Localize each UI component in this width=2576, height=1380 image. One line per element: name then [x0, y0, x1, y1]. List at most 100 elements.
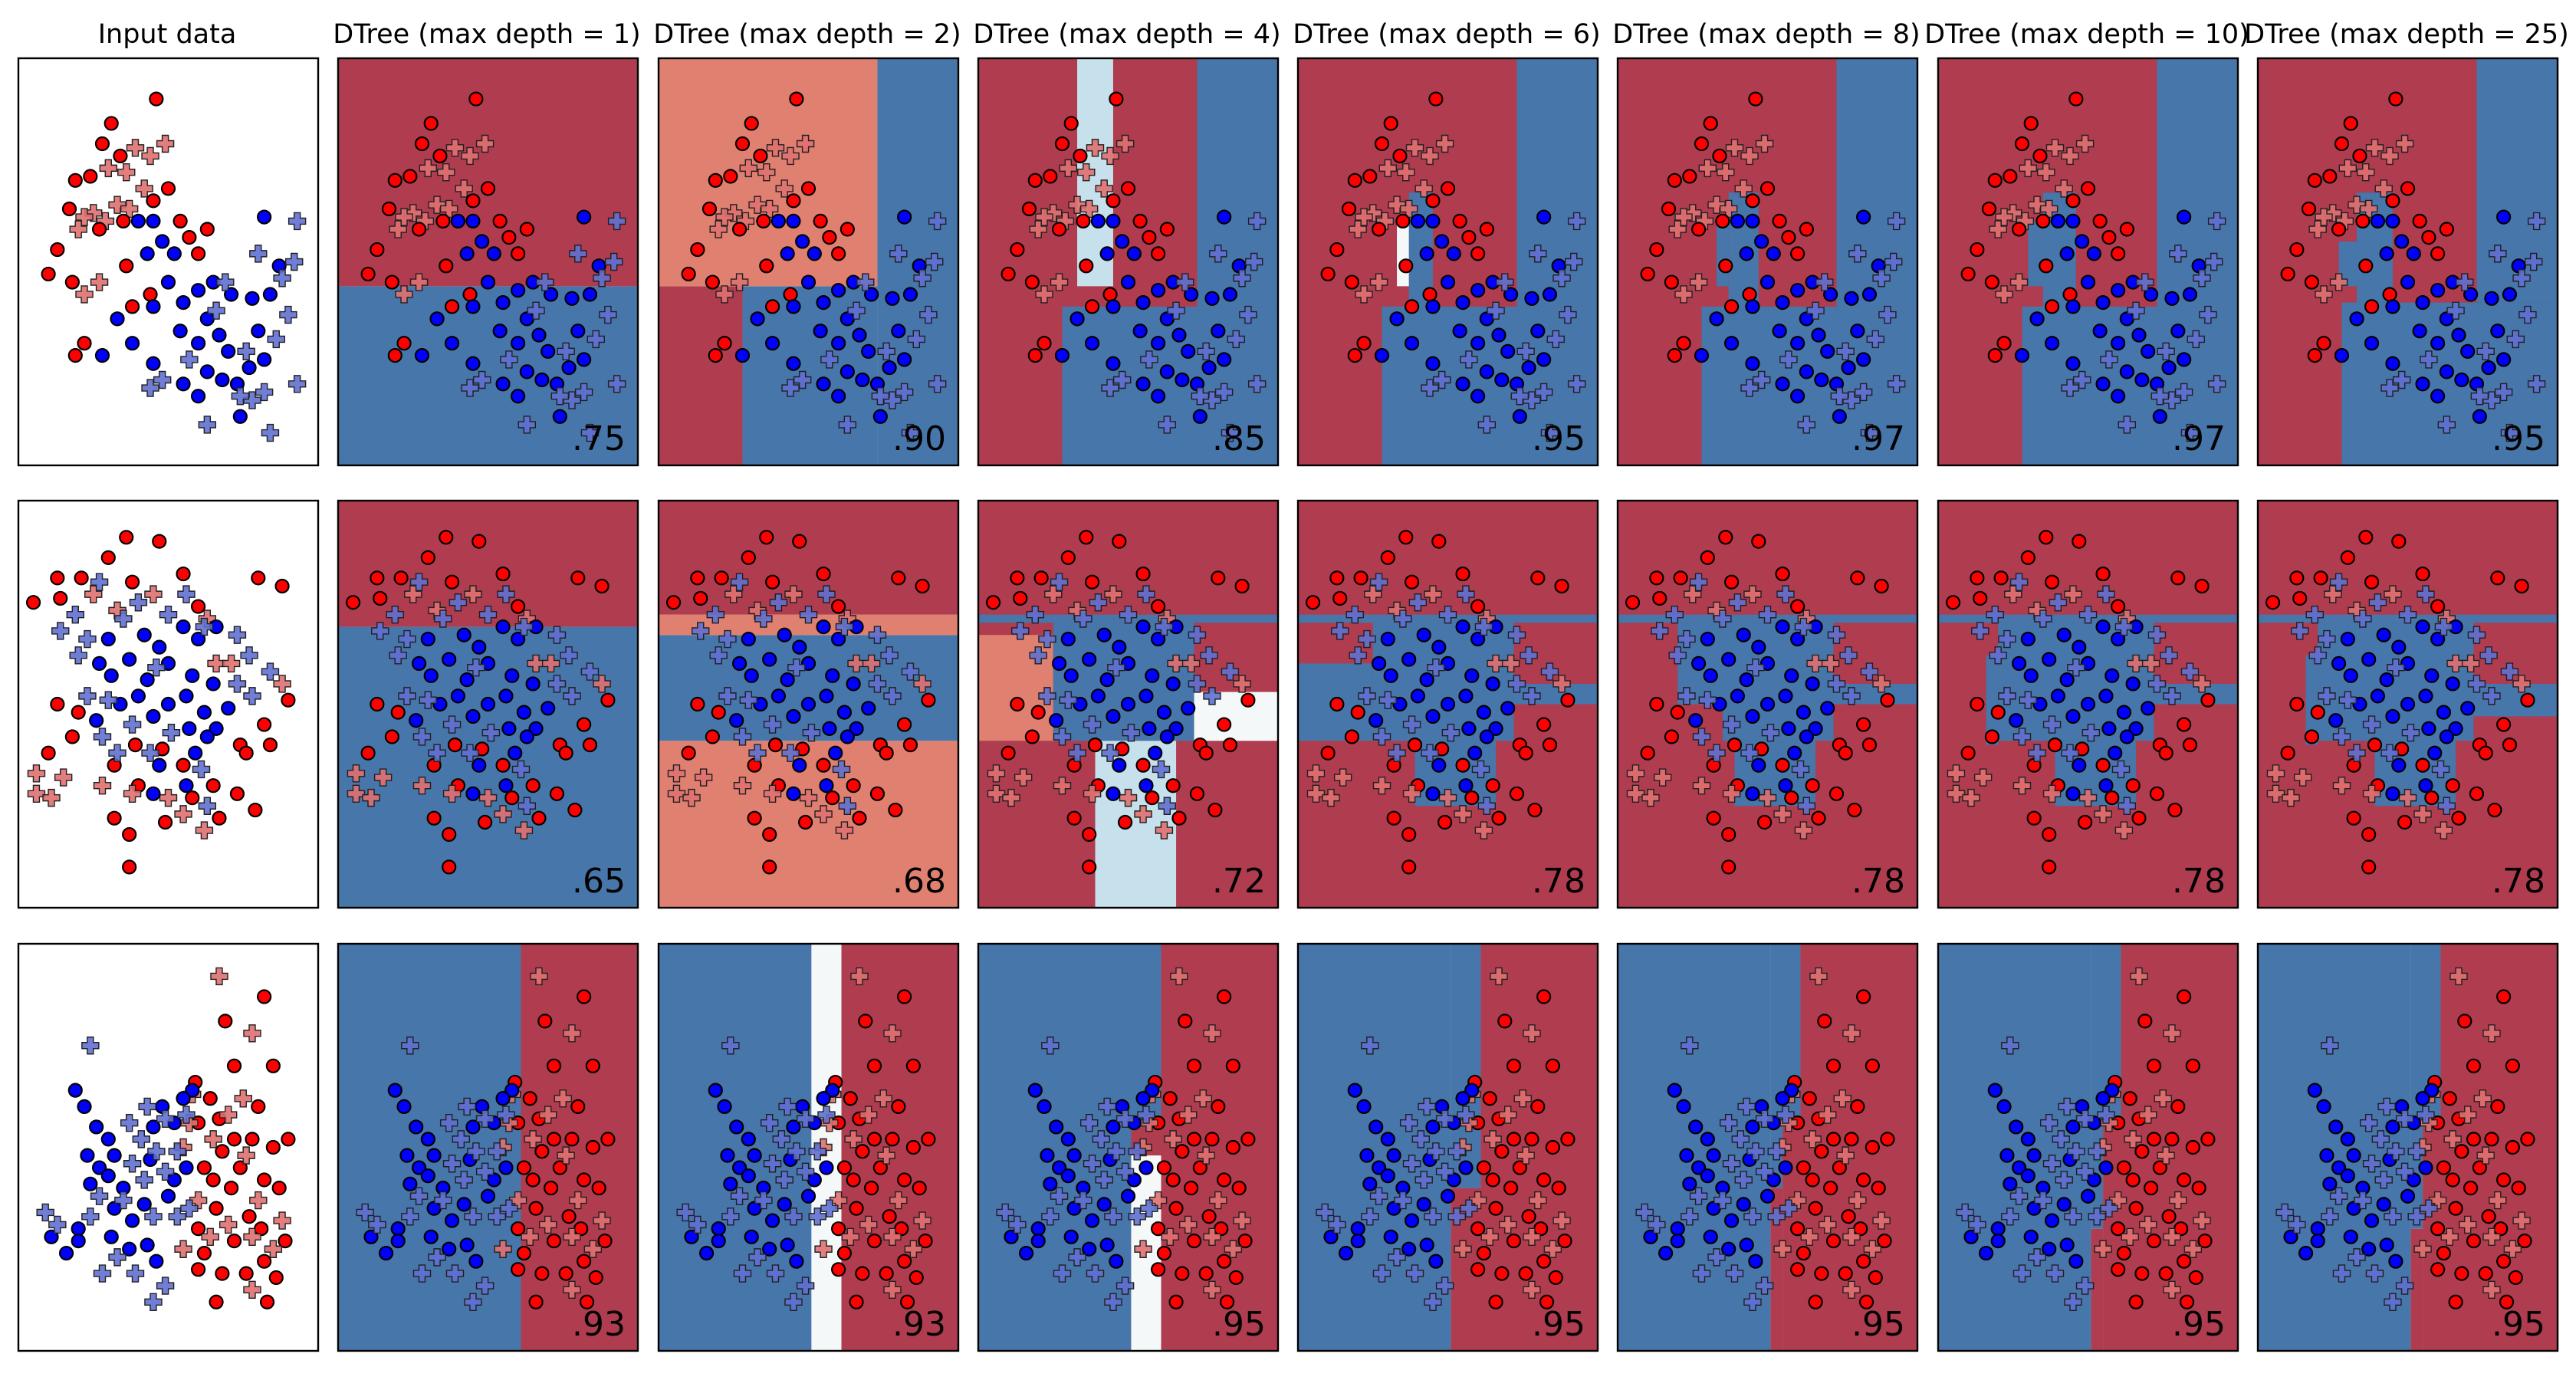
accuracy-score: .68: [892, 862, 946, 901]
test-point-blue: [2321, 1037, 2339, 1055]
train-point-red: [534, 1266, 550, 1281]
train-point-blue: [1145, 1083, 1160, 1098]
train-point-red: [783, 287, 798, 302]
train-point-blue: [2370, 688, 2385, 704]
train-point-red: [2436, 1160, 2452, 1175]
test-point-red: [1002, 788, 1020, 807]
train-point-red: [2484, 1132, 2499, 1147]
train-point-blue: [2331, 1160, 2347, 1175]
panel-frame: [2256, 499, 2559, 909]
test-point-blue: [2387, 659, 2405, 677]
train-point-blue: [501, 721, 517, 736]
test-point-blue: [2136, 273, 2154, 291]
train-point-blue: [780, 1237, 795, 1253]
test-point-red: [373, 768, 393, 787]
train-point-red: [2292, 590, 2308, 606]
test-point-blue: [586, 330, 605, 349]
train-point-red: [215, 1144, 230, 1159]
train-point-red: [2364, 299, 2380, 314]
test-point-blue: [240, 646, 258, 665]
test-point-red: [2009, 273, 2029, 291]
train-point-red: [902, 737, 918, 753]
panel-frame: [337, 57, 639, 467]
test-point-red: [1995, 285, 2013, 304]
train-point-blue: [2379, 672, 2394, 688]
train-point-blue: [1688, 1119, 1704, 1135]
train-point-blue: [71, 1221, 86, 1237]
train-point-red: [224, 1180, 239, 1196]
plot-area: [2258, 58, 2558, 465]
accuracy-score: .95: [2492, 1305, 2545, 1344]
test-point-blue: [159, 605, 178, 624]
test-point-red: [2315, 208, 2333, 226]
test-point-blue: [2180, 662, 2200, 681]
test-point-red: [2308, 220, 2327, 238]
train-point-blue: [104, 668, 119, 683]
train-point-red: [67, 348, 83, 363]
train-point-red: [1150, 599, 1166, 614]
train-point-red: [567, 802, 583, 818]
train-point-blue: [2170, 324, 2186, 339]
train-point-red: [2340, 550, 2355, 565]
train-point-blue: [2098, 1160, 2114, 1175]
test-point-blue: [1677, 687, 1696, 705]
train-point-red: [816, 566, 831, 582]
test-point-red: [1806, 654, 1825, 673]
test-point-red: [524, 1130, 542, 1148]
train-point-blue: [1479, 364, 1494, 380]
panel-frame: [657, 942, 960, 1352]
test-point-red: [1134, 1240, 1152, 1258]
test-point-blue: [108, 744, 127, 762]
train-point-red: [597, 1234, 613, 1249]
train-point-blue: [1404, 1213, 1420, 1228]
train-point-blue: [215, 372, 230, 388]
train-point-red: [1993, 570, 2009, 586]
train-point-red: [182, 230, 197, 245]
test-point-red: [1364, 585, 1382, 603]
test-point-red: [883, 1024, 902, 1043]
train-point-blue: [519, 729, 534, 744]
panel-background: [18, 58, 318, 465]
train-point-blue: [1775, 376, 1790, 392]
train-point-blue: [409, 1119, 424, 1135]
test-point-blue: [1432, 370, 1451, 389]
train-point-red: [705, 729, 720, 744]
test-point-red: [527, 654, 545, 673]
train-point-red: [1422, 287, 1438, 302]
train-point-blue: [1135, 295, 1151, 310]
train-point-red: [1156, 1160, 1172, 1175]
train-point-red: [444, 299, 460, 314]
train-point-blue: [534, 372, 550, 388]
test-point-blue: [120, 1113, 139, 1132]
train-point-red: [1664, 274, 1679, 290]
test-point-red: [2461, 654, 2480, 673]
train-point-blue: [2080, 1188, 2096, 1204]
train-point-blue: [2460, 701, 2476, 716]
train-point-blue: [182, 721, 197, 736]
test-point-red: [1355, 208, 1373, 226]
test-point-red: [1405, 139, 1424, 157]
test-point-blue: [1677, 629, 1696, 649]
test-point-red: [1203, 1227, 1221, 1247]
train-point-blue: [1171, 327, 1187, 343]
test-point-blue: [2467, 626, 2486, 644]
test-point-blue: [1038, 629, 1056, 649]
train-point-blue: [734, 348, 751, 363]
train-point-blue: [176, 619, 191, 635]
test-point-blue: [2275, 1203, 2294, 1222]
test-point-blue: [497, 585, 515, 603]
test-point-blue: [808, 1142, 826, 1161]
train-point-red: [1706, 810, 1721, 826]
test-point-blue: [1358, 629, 1376, 649]
test-point-red: [144, 585, 163, 603]
test-point-red: [1044, 585, 1063, 603]
train-point-red: [1518, 745, 1533, 761]
train-point-red: [2496, 1254, 2512, 1269]
test-point-blue: [1728, 593, 1747, 612]
train-point-blue: [450, 213, 466, 228]
test-point-blue: [2332, 1264, 2351, 1283]
test-point-blue: [1119, 605, 1138, 624]
train-point-red: [1838, 1266, 1853, 1281]
train-point-red: [2421, 230, 2436, 245]
test-point-blue: [1435, 1162, 1454, 1181]
